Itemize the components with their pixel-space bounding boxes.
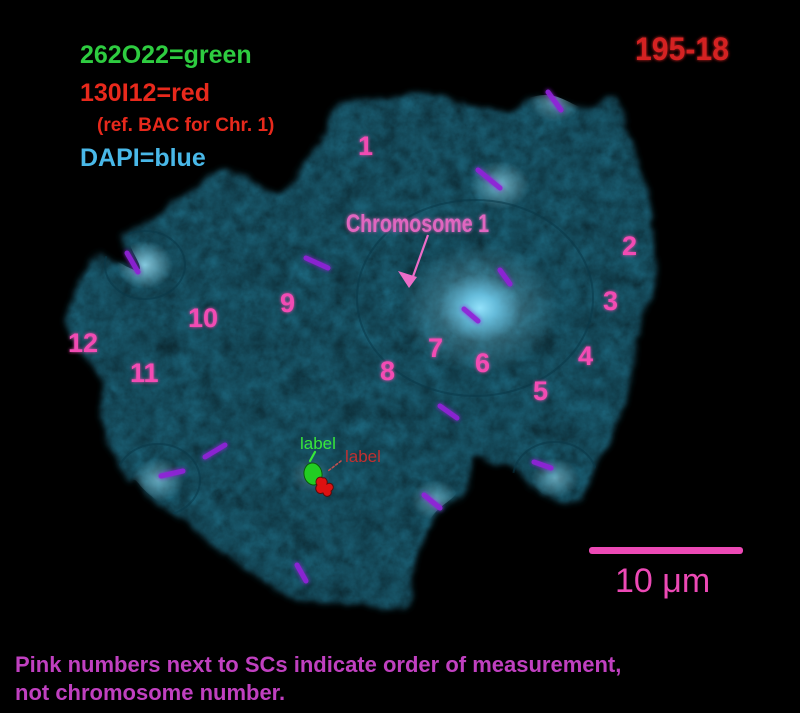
svg-text:4: 4 xyxy=(578,341,593,371)
svg-text:11: 11 xyxy=(130,358,159,388)
svg-text:10 μm: 10 μm xyxy=(615,562,710,600)
svg-text:130I12=red: 130I12=red xyxy=(80,79,210,107)
svg-text:6: 6 xyxy=(475,348,490,378)
svg-text:label: label xyxy=(300,434,336,453)
svg-text:not chromosome number.: not chromosome number. xyxy=(15,680,285,705)
svg-text:262O22=green: 262O22=green xyxy=(80,41,252,69)
svg-text:DAPI=blue: DAPI=blue xyxy=(80,144,206,172)
svg-text:8: 8 xyxy=(380,356,395,386)
svg-text:195-18: 195-18 xyxy=(635,31,729,67)
svg-text:5: 5 xyxy=(533,376,548,406)
svg-text:2: 2 xyxy=(622,231,637,261)
svg-text:Chromosome 1: Chromosome 1 xyxy=(346,210,489,238)
svg-text:label: label xyxy=(345,447,381,466)
svg-text:7: 7 xyxy=(428,333,443,363)
svg-text:12: 12 xyxy=(68,328,98,358)
svg-text:9: 9 xyxy=(280,288,295,318)
svg-text:Pink numbers next to SCs indic: Pink numbers next to SCs indicate order … xyxy=(15,652,621,677)
svg-text:1: 1 xyxy=(358,131,373,161)
svg-text:(ref. BAC for Chr. 1): (ref. BAC for Chr. 1) xyxy=(97,115,274,136)
svg-text:10: 10 xyxy=(188,303,218,333)
svg-text:3: 3 xyxy=(603,286,618,316)
